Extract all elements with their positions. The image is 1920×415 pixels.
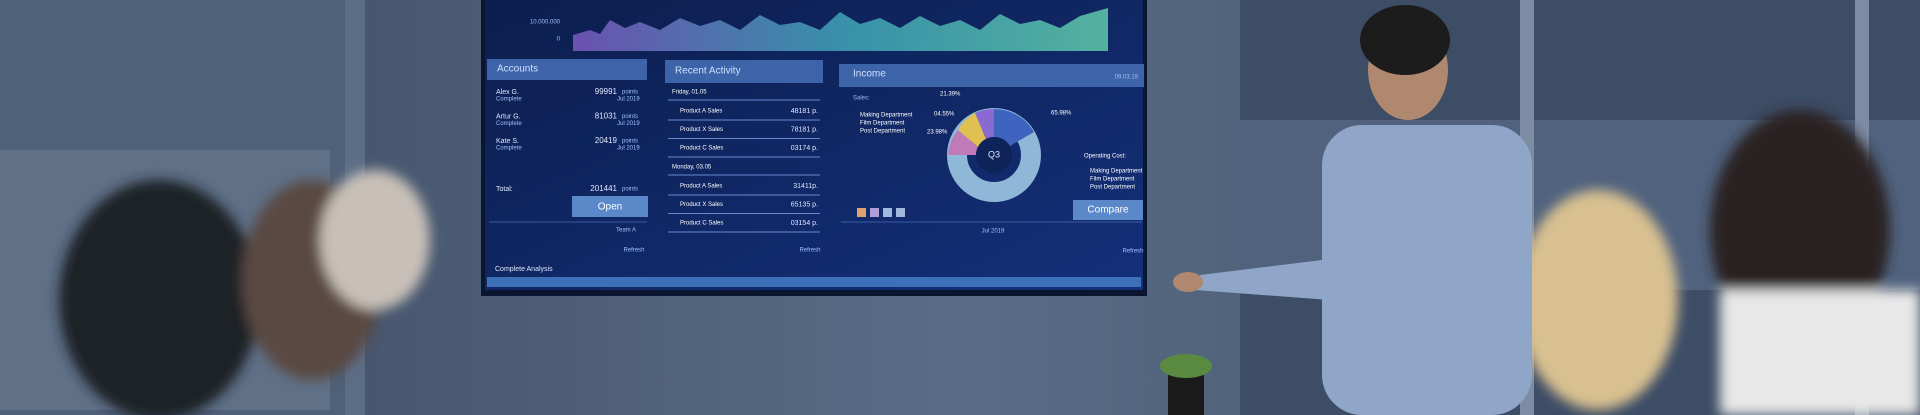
account-date: Jul 2019: [617, 121, 640, 127]
button-label: Open: [598, 202, 622, 213]
panel-title: Accounts: [497, 64, 538, 75]
total: 201441: [590, 184, 617, 193]
account-date: Jul 2019: [617, 97, 640, 103]
donut: [947, 108, 1041, 202]
panel-header: [487, 59, 647, 80]
donut-slice: [994, 108, 1034, 146]
plant-pot: [1168, 375, 1204, 415]
department: Making Department: [860, 113, 913, 119]
item-value: 78181 p.: [791, 126, 818, 133]
plant: [1160, 354, 1212, 378]
person: [320, 170, 430, 310]
account-unit: points: [622, 90, 638, 96]
percent-label: 04.55%: [934, 112, 955, 118]
sales-label: Sales:: [853, 96, 870, 102]
cost-label: Operating Cost:: [1084, 154, 1126, 160]
area-decoration: [573, 8, 1108, 51]
department: Making Department: [1090, 169, 1143, 175]
account-status: Complete: [496, 121, 522, 127]
income-labels: Making Department Film Department Post Dep…: [860, 92, 1143, 191]
shirt: [1720, 290, 1920, 415]
account-name: Artur G.: [496, 113, 521, 120]
panel-title: Income: [853, 69, 886, 80]
swatch: [896, 208, 905, 217]
month: Jul 2019: [982, 229, 1005, 235]
date: 09.03.19: [1115, 75, 1139, 81]
item-value: 31411p.: [793, 183, 818, 190]
item-label: Product C Sales: [680, 146, 723, 152]
day: Friday, 01.05: [672, 90, 707, 96]
panel-header: [839, 64, 1144, 87]
account-points: 81031: [595, 112, 618, 121]
department: Post Department: [1090, 185, 1135, 191]
percent-label: 65.98%: [1051, 111, 1072, 117]
open-button: [572, 196, 648, 217]
item-label: Product C Sales: [680, 221, 723, 227]
people: [59, 110, 1920, 415]
department: Post Department: [860, 129, 905, 135]
day: Monday, 03.05: [672, 165, 712, 171]
compare-button: [1073, 200, 1143, 220]
donut-slice: [958, 113, 986, 147]
refresh: Refresh: [623, 248, 644, 254]
axis-label: 10.000.000: [530, 20, 561, 26]
swatch: [857, 208, 866, 217]
item-value: 03174 p.: [791, 145, 818, 152]
account-unit: points: [622, 139, 638, 145]
item-value: 48181 p.: [791, 108, 818, 115]
percent-label: 23.98%: [927, 130, 948, 136]
donut-hole: [976, 137, 1012, 173]
account-points: 20419: [595, 136, 618, 145]
item-label: Product X Sales: [680, 202, 723, 208]
account-points: 99991: [595, 87, 618, 96]
swatch: [883, 208, 892, 217]
percent-label: 21.39%: [940, 92, 961, 98]
footer: Complete Analysis: [495, 266, 553, 273]
team: Team A: [616, 228, 636, 234]
recent-list: Friday, 01.05 Product A Sales 48181 p. Prod…: [668, 90, 820, 233]
item-label: Product A Sales: [680, 184, 722, 190]
department: Film Department: [860, 121, 905, 127]
unit: points: [622, 187, 638, 193]
donut-slice: [975, 108, 994, 139]
panel-title: Recent Activity: [675, 66, 741, 77]
center-label: Q3: [988, 149, 1000, 159]
department: Film Department: [1090, 177, 1135, 183]
account-status: Complete: [496, 97, 522, 103]
account-unit: points: [622, 114, 638, 120]
refresh: Refresh: [799, 248, 820, 254]
axis-label: 0: [557, 37, 561, 43]
presenter-arm: [1195, 260, 1330, 300]
bottom-bar: [487, 277, 1141, 287]
presenter-hand: [1173, 272, 1203, 292]
person: [1518, 190, 1678, 410]
item-label: Product A Sales: [680, 109, 722, 115]
presenter-hair: [1360, 5, 1450, 75]
account-name: Kate S.: [496, 138, 519, 145]
button-label: Compare: [1087, 205, 1129, 216]
account-name: Alex G.: [496, 89, 519, 96]
item-value: 03154 p.: [791, 220, 818, 227]
presenter-shirt: [1322, 125, 1532, 415]
donut-slice: [948, 130, 978, 155]
swatch: [870, 208, 879, 217]
item-value: 65135 p.: [791, 201, 818, 208]
refresh: Refresh: [1122, 249, 1143, 255]
total-label: Total:: [496, 186, 513, 193]
item-label: Product X Sales: [680, 127, 723, 133]
account-date: Jul 2019: [617, 146, 640, 152]
account-status: Complete: [496, 146, 522, 152]
person: [59, 180, 259, 415]
panel-header: [665, 60, 823, 83]
